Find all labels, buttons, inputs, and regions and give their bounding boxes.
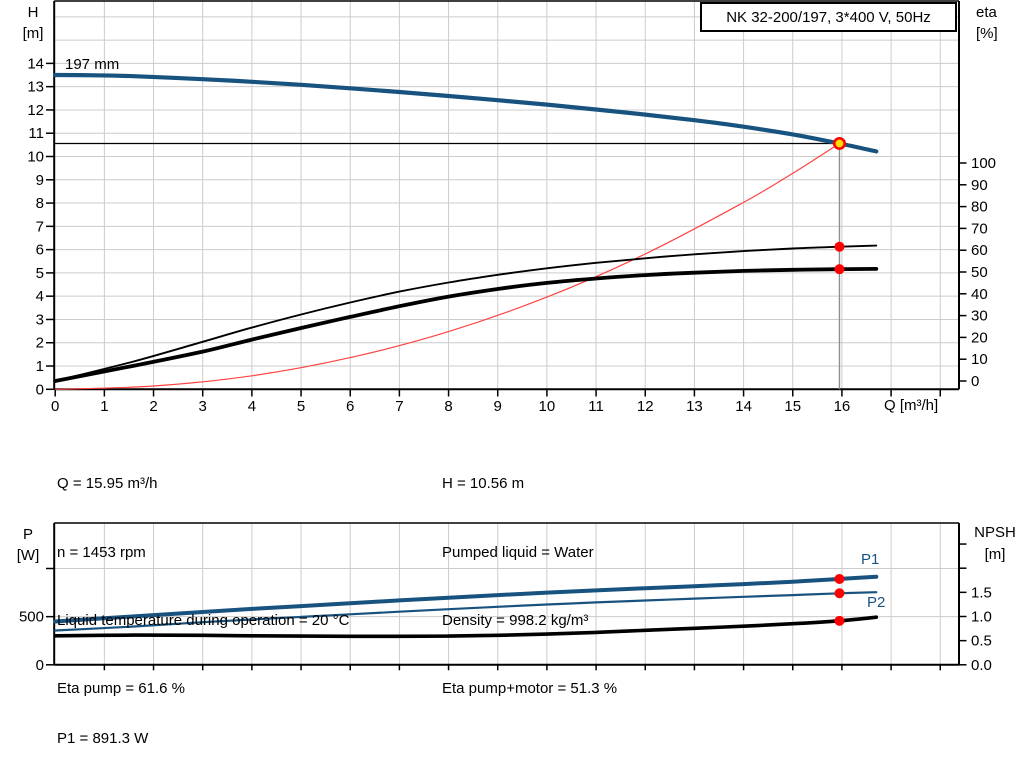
h-tick-label: 14	[27, 55, 44, 72]
eta-tick-label: 10	[971, 351, 988, 368]
eta-tick-label: 20	[971, 329, 988, 346]
npsh-axis-title: NPSH	[974, 524, 1016, 541]
p-tick-label: 0	[36, 657, 44, 674]
h-tick-label: 6	[36, 242, 44, 259]
eta-tick-label: 100	[971, 155, 996, 172]
P2-curve	[54, 591, 878, 632]
h-tick-label: 11	[28, 125, 44, 142]
eta-tick-label: 0	[971, 373, 979, 390]
eta-tick-label: 90	[971, 177, 988, 194]
h-tick-label: 2	[36, 335, 44, 352]
h-tick-label: 5	[36, 265, 44, 282]
eta-axis-title: eta	[976, 4, 997, 21]
npsh-tick-label: 0.5	[971, 633, 992, 650]
h-tick-label: 8	[36, 195, 44, 212]
q-tick-label: 14	[735, 398, 752, 415]
eta-tick-label: 80	[971, 199, 988, 216]
q-tick-label: 16	[834, 398, 851, 415]
duty-point-marker[interactable]	[832, 136, 846, 150]
npsh-tick-label: 1.5	[971, 584, 992, 601]
info-p1: P1 = 891.3 W	[57, 730, 149, 748]
q-tick-label: 11	[588, 398, 604, 415]
pump-type-title: NK 32-200/197, 3*400 V, 50Hz	[726, 8, 931, 26]
h-tick-label: 9	[36, 172, 44, 189]
h-tick-label: 3	[36, 311, 44, 328]
pump-type-title-box: NK 32-200/197, 3*400 V, 50Hz	[700, 2, 957, 32]
q-tick-label: 4	[248, 398, 256, 415]
h-axis-title: H	[27, 4, 39, 21]
eta-axis-unit: [%]	[976, 25, 998, 42]
duty-info-left: Q = 15.95 m³/h n = 1453 rpm Liquid tempe…	[57, 428, 349, 746]
h-tick-label: 12	[27, 102, 44, 119]
h-tick-label: 10	[27, 149, 44, 166]
NPSH-curve	[53, 615, 879, 639]
pump-curve-197mm-curve[interactable]	[53, 72, 879, 154]
impeller-diameter-label: 197 mm	[65, 56, 120, 73]
eta-pump-curve	[54, 244, 878, 382]
q-tick-label: 15	[784, 398, 801, 415]
q-tick-label: 0	[51, 398, 59, 415]
result-info: P1 = 891.3 W P2 = 742.9 W NPSH = 0.91 m …	[57, 681, 392, 781]
q-tick-label: 7	[395, 398, 403, 415]
info-liquid-temp: Liquid temperature during operation = 20…	[57, 611, 350, 629]
p-axis-unit: [W]	[16, 547, 40, 564]
duty-info-right: H = 10.56 m Pumped liquid = Water Densit…	[442, 428, 617, 746]
npsh-duty-dot	[834, 615, 845, 626]
info-head: H = 10.56 m	[442, 475, 525, 493]
q-tick-label: 13	[686, 398, 703, 415]
q-tick-label: 8	[444, 398, 452, 415]
P1-curve	[53, 574, 879, 624]
q-tick-label: 5	[297, 398, 305, 415]
info-density: Density = 998.2 kg/m³	[442, 611, 589, 629]
p-axis-title: P	[22, 526, 33, 543]
h-tick-label: 13	[27, 79, 44, 96]
q-tick-label: 9	[494, 398, 502, 415]
p2-duty-dot	[834, 588, 845, 599]
p-tick-label: 500	[19, 609, 44, 626]
info-speed: n = 1453 rpm	[57, 543, 146, 561]
q-tick-label: 1	[100, 398, 108, 415]
eta-tick-label: 60	[971, 242, 988, 259]
p1-duty-dot	[834, 573, 845, 584]
q-axis-title: Q [m³/h]	[884, 397, 939, 414]
q-tick-label: 10	[539, 398, 556, 415]
eta-duty-dot	[834, 241, 845, 252]
npsh-tick-label: 1.0	[971, 609, 992, 626]
eta-pump-motor-curve	[53, 267, 879, 383]
h-tick-label: 4	[36, 288, 44, 305]
info-eta-pump: Eta pump = 61.6 %	[57, 679, 185, 697]
h-axis-unit: [m]	[22, 25, 44, 42]
q-tick-label: 2	[149, 398, 157, 415]
npsh-tick-label: 0.0	[971, 657, 992, 674]
eta-tick-label: 30	[971, 308, 988, 325]
q-tick-label: 3	[199, 398, 207, 415]
h-tick-label: 1	[36, 358, 44, 375]
eta-tick-label: 40	[971, 286, 988, 303]
npsh-axis-unit: [m]	[984, 546, 1006, 563]
eta-duty-dot	[834, 264, 845, 275]
h-tick-label: 7	[36, 218, 44, 235]
eta-tick-label: 70	[971, 220, 988, 237]
p2-curve-label: P2	[867, 594, 886, 611]
info-pumped-liquid: Pumped liquid = Water	[442, 543, 594, 561]
eta-tick-label: 50	[971, 264, 988, 281]
info-flow: Q = 15.95 m³/h	[57, 475, 158, 493]
h-tick-label: 0	[36, 381, 44, 398]
q-tick-label: 12	[637, 398, 654, 415]
q-tick-label: 6	[346, 398, 354, 415]
system-curve-curve	[55, 142, 840, 390]
p1-curve-label: P1	[861, 551, 880, 568]
info-eta-pump-motor: Eta pump+motor = 51.3 %	[442, 679, 618, 697]
